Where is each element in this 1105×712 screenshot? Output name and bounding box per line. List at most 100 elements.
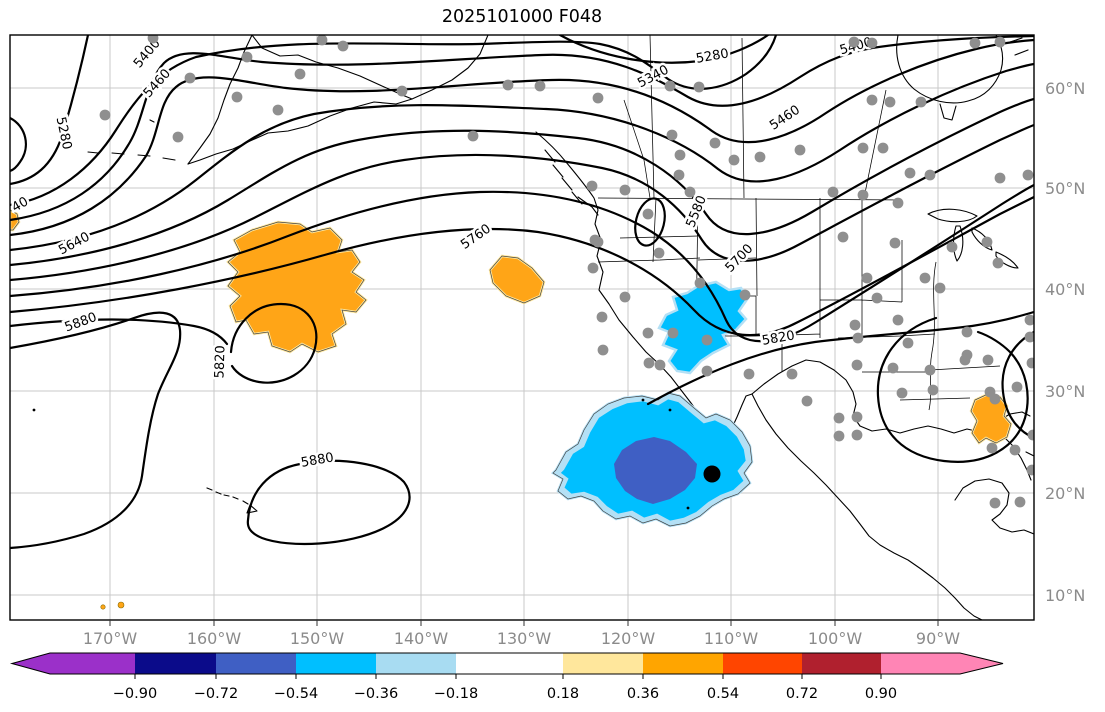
station-dot (396, 85, 408, 97)
lat-tick-label: 50°N (1045, 179, 1085, 198)
station-dot (294, 68, 306, 80)
island-speck (32, 408, 36, 412)
station-dot (684, 186, 696, 198)
colorbar-segment (296, 653, 376, 674)
station-dot (701, 365, 713, 377)
station-dot (989, 393, 1001, 405)
station-dot (851, 411, 863, 423)
station-dot (666, 129, 678, 141)
station-dot (467, 130, 479, 142)
station-dot (596, 311, 608, 323)
alaska-interior-line (411, 35, 489, 100)
island-speck (641, 398, 645, 402)
hudson-bay (896, 35, 1004, 104)
contour-label-5820: 5820 (212, 345, 228, 379)
colorbar-segment (881, 653, 960, 674)
yucatan-coast (954, 478, 1034, 535)
station-dot (172, 131, 184, 143)
station-dot (586, 180, 598, 192)
anomaly-outline-north-pacific-positive (227, 221, 367, 353)
station-dot (642, 208, 654, 220)
colorbar-segment (456, 653, 563, 674)
station-dot (592, 92, 604, 104)
contour-5580-cutoff (634, 197, 666, 247)
station-dot (587, 262, 599, 274)
lon-tick-label: 110°W (704, 629, 759, 648)
station-dot (667, 327, 679, 339)
station-dot (994, 172, 1006, 184)
contour-florida-arc (1001, 330, 1034, 440)
station-dot (693, 81, 705, 93)
contour-gulf-loop (876, 316, 1029, 463)
station-dot (1024, 314, 1034, 326)
lat-tick-label: 20°N (1045, 484, 1085, 503)
station-dot (961, 326, 973, 338)
station-dot (728, 154, 740, 166)
colorbar-tick-label: −0.54 (274, 686, 318, 702)
station-dot (934, 282, 946, 294)
station-dot (739, 289, 751, 301)
station-dot (887, 362, 899, 374)
station-dot (833, 412, 845, 424)
station-dot (673, 169, 685, 181)
colorbar-tick-label: 0.90 (865, 686, 897, 702)
lat-tick-label: 30°N (1045, 382, 1085, 401)
station-dot (827, 186, 839, 198)
station-dot (184, 72, 196, 84)
colorbar-tick-label: −0.36 (354, 686, 398, 702)
cuba-sliver (1025, 451, 1034, 457)
station-dot (848, 36, 860, 48)
station-dot (877, 142, 889, 154)
station-dot (643, 357, 655, 369)
station-dot (994, 36, 1006, 48)
station-dot (892, 197, 904, 209)
lon-tick-label: 150°W (290, 629, 345, 648)
station-dot (889, 237, 901, 249)
station-dot (592, 236, 604, 248)
station-dot (924, 364, 936, 376)
map-title: 2025101000 F048 (442, 7, 602, 27)
contour-5880-west (10, 311, 182, 550)
colorbar-segment (376, 653, 456, 674)
colorbar-arrow-left (12, 653, 50, 674)
station-dot (1009, 444, 1021, 456)
station-dot (927, 384, 939, 396)
lat-tick-label: 10°N (1045, 586, 1085, 605)
lat-tick-label: 60°N (1045, 79, 1085, 98)
station-dot (794, 144, 806, 156)
station-dot (743, 368, 755, 380)
anomaly-colorbar: −0.90 −0.72 −0.54 −0.36 −0.18 0.18 0.36 0.54 0.7… (9, 652, 1004, 702)
station-dot (969, 37, 981, 49)
station-dot (857, 189, 869, 201)
station-dot (754, 151, 766, 163)
colorbar-tick-label: −0.72 (194, 686, 238, 702)
station-dot (871, 292, 883, 304)
contour-5520 (10, 62, 1034, 252)
great-lakes (927, 208, 1019, 269)
station-dot (801, 395, 813, 407)
station-dot (919, 272, 931, 284)
colorbar-segment (643, 653, 723, 674)
alexander-archipelago (544, 149, 599, 216)
station-dot (904, 167, 916, 179)
contour-5700 (10, 123, 1034, 282)
contour-5340 (10, 35, 778, 207)
contour-5280-east (558, 35, 770, 64)
station-dot (924, 169, 936, 181)
colorbar-segment (216, 653, 296, 674)
station-dot (861, 272, 873, 284)
anomaly-shading (10, 208, 1013, 610)
station-dot (653, 247, 665, 259)
contour-5880-hawaii-high (246, 459, 411, 546)
contour-5400 (10, 35, 1034, 222)
station-dot (1026, 357, 1034, 369)
province-borders (623, 35, 887, 199)
station-dot (786, 368, 798, 380)
station-dot (701, 334, 713, 346)
station-dot (619, 184, 631, 196)
colorbar-segment (563, 653, 643, 674)
station-dot (851, 359, 863, 371)
height-contours (10, 35, 1034, 550)
station-dot (534, 80, 546, 92)
